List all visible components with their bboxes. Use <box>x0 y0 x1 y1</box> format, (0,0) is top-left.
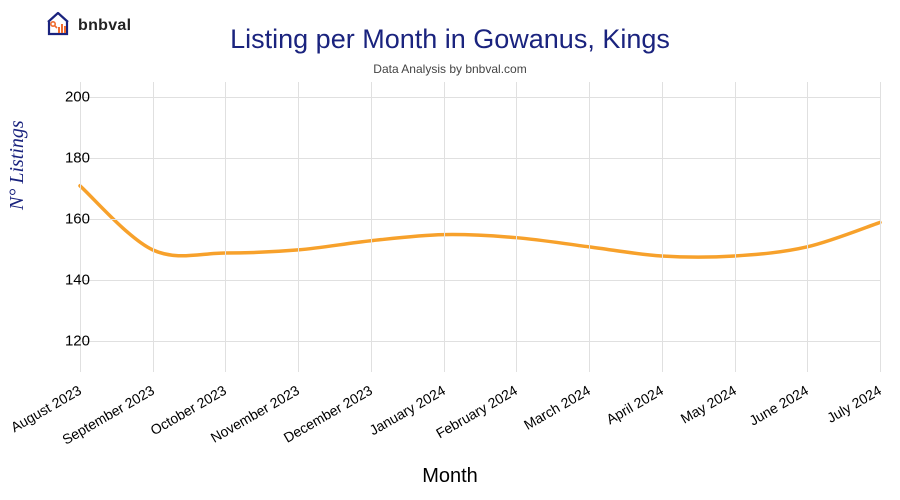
grid-line-vertical <box>880 82 881 372</box>
grid-line-vertical <box>662 82 663 372</box>
listings-line <box>80 82 880 372</box>
grid-line-vertical <box>516 82 517 372</box>
grid-line-horizontal <box>80 97 880 98</box>
grid-line-vertical <box>807 82 808 372</box>
x-tick-label: July 2024 <box>824 382 884 426</box>
grid-line-vertical <box>444 82 445 372</box>
grid-line-vertical <box>298 82 299 372</box>
chart-plot-area <box>80 82 880 372</box>
y-axis-label: N° Listings <box>6 120 29 210</box>
grid-line-vertical <box>225 82 226 372</box>
grid-line-vertical <box>153 82 154 372</box>
x-tick-label: February 2024 <box>433 382 520 441</box>
grid-line-horizontal <box>80 219 880 220</box>
y-tick-label: 200 <box>50 89 90 106</box>
y-tick-label: 160 <box>50 211 90 228</box>
grid-line-horizontal <box>80 158 880 159</box>
x-tick-label: June 2024 <box>747 382 812 429</box>
chart-subtitle: Data Analysis by bnbval.com <box>0 62 900 76</box>
listings-series-path <box>80 186 880 257</box>
grid-line-vertical <box>371 82 372 372</box>
grid-line-vertical <box>735 82 736 372</box>
x-tick-label: April 2024 <box>603 382 666 427</box>
x-axis-label: Month <box>0 465 900 488</box>
x-tick-label: March 2024 <box>521 382 593 433</box>
y-tick-label: 180 <box>50 150 90 167</box>
x-tick-label: May 2024 <box>677 382 738 427</box>
grid-line-vertical <box>589 82 590 372</box>
grid-line-horizontal <box>80 280 880 281</box>
y-tick-label: 140 <box>50 272 90 289</box>
chart-title: Listing per Month in Gowanus, Kings <box>0 24 900 55</box>
grid-line-horizontal <box>80 341 880 342</box>
y-tick-label: 120 <box>50 333 90 350</box>
